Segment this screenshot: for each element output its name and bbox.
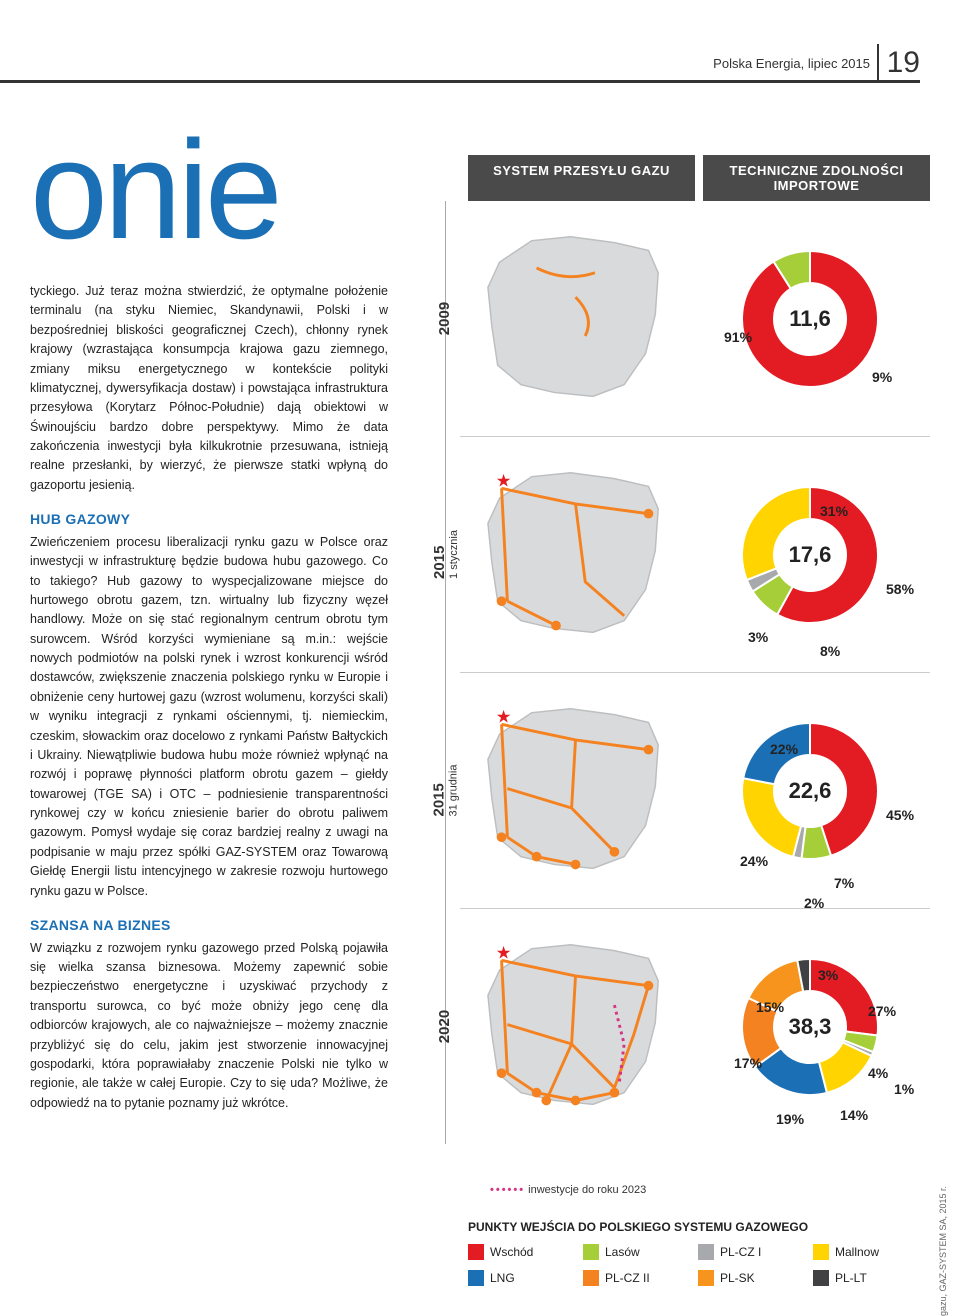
legend-label: PL-SK: [720, 1271, 755, 1285]
donut-center-value: 17,6: [789, 542, 832, 568]
donut-slice-label: 58%: [886, 581, 914, 597]
legend-swatch: [813, 1270, 829, 1286]
legend-label: PL-LT: [835, 1271, 867, 1285]
donut-slice-label: 3%: [818, 967, 838, 983]
legend-label: PL-CZ I: [720, 1245, 761, 1259]
legend-swatch: [468, 1244, 484, 1260]
donut-slice-label: 1%: [894, 1081, 914, 1097]
legend-swatch: [698, 1244, 714, 1260]
legend-item: PL-CZ I: [698, 1244, 805, 1260]
donut-slice-label: 22%: [770, 741, 798, 757]
intro-paragraph: tyckiego. Już teraz można stwierdzić, że…: [30, 282, 388, 495]
panel-row: 2009 11,6 91% 9%: [430, 201, 930, 436]
legend-swatch: [583, 1244, 599, 1260]
article-body: tyckiego. Już teraz można stwierdzić, że…: [30, 282, 388, 1113]
legend-swatch: [468, 1270, 484, 1286]
map: ★: [460, 701, 690, 881]
donut-slice-label: 4%: [868, 1065, 888, 1081]
panel-row: 20151 stycznia ★ 17,6 58% 8% 3% 31%: [430, 437, 930, 672]
legend-label: Wschód: [490, 1245, 533, 1259]
legend-item: PL-SK: [698, 1270, 805, 1286]
donut-chart: 17,658%8%3%31%: [690, 465, 930, 645]
legend-item: LNG: [468, 1270, 575, 1286]
donut-slice-label: 31%: [820, 503, 848, 519]
page-title: onie: [30, 120, 279, 260]
donut-slice-label: 9%: [872, 369, 892, 385]
donut-slice-label: 7%: [834, 875, 854, 891]
panel-row: 201531 grudnia ★ 22,645%7%2%24%22%: [430, 673, 930, 908]
donut-slice-label: 8%: [820, 643, 840, 659]
year-label: 201531 grudnia: [431, 765, 460, 817]
map: ★: [460, 937, 690, 1117]
header-rule: [0, 80, 920, 83]
section-heading-szansa: SZANSA NA BIZNES: [30, 915, 388, 937]
donut-center-value: 38,3: [789, 1014, 832, 1040]
donut-slice-label: 19%: [776, 1111, 804, 1127]
szansa-paragraph: W związku z rozwojem rynku gazowego prze…: [30, 939, 388, 1113]
panel-row: 2020 ★ 38,3 27% 4% 1% 14% 19% 17% 15% 3%: [430, 909, 930, 1144]
donut-slice-label: 17%: [734, 1055, 762, 1071]
tab-techniczne: TECHNICZNE ZDOLNOŚCI IMPORTOWE: [703, 155, 930, 201]
legend-item: Mallnow: [813, 1244, 920, 1260]
legend-item: PL-LT: [813, 1270, 920, 1286]
map: [460, 229, 690, 409]
legend-item: PL-CZ II: [583, 1270, 690, 1286]
section-heading-hub: HUB GAZOWY: [30, 509, 388, 531]
donut-slice-label: 3%: [748, 629, 768, 645]
donut-slice-label: 27%: [868, 1003, 896, 1019]
publication-label: Polska Energia, lipiec 2015: [713, 56, 870, 71]
legend: PUNKTY WEJŚCIA DO POLSKIEGO SYSTEMU GAZO…: [430, 1220, 920, 1286]
legend-label: PL-CZ II: [605, 1271, 650, 1285]
donut-center-value: 11,6: [789, 306, 831, 332]
tab-system: SYSTEM PRZESYŁU GAZU: [468, 155, 695, 201]
legend-swatch: [813, 1244, 829, 1260]
donut-slice-label: 91%: [724, 329, 752, 345]
map: ★: [460, 465, 690, 645]
hub-paragraph: Zwieńczeniem procesu liberalizacji rynku…: [30, 533, 388, 901]
legend-label: Lasów: [605, 1245, 640, 1259]
dotted-pink-icon: ••••••: [490, 1184, 525, 1196]
donut-slice-label: 24%: [740, 853, 768, 869]
donut-chart: 38,327%4%1%14%19%17%15%3%: [690, 937, 930, 1117]
footnote-text: inwestycje do roku 2023: [528, 1184, 646, 1196]
page-number: 19: [877, 44, 920, 82]
footnote: •••••• inwestycje do roku 2023: [490, 1184, 646, 1196]
legend-item: Lasów: [583, 1244, 690, 1260]
year-label: 20151 stycznia: [431, 530, 460, 579]
source-credit: źródło: Model rynku gazu, GAZ-SYSTEM SA,…: [938, 1186, 948, 1316]
donut-chart: 11,6 91% 9%: [690, 229, 930, 409]
donut-chart: 22,645%7%2%24%22%: [690, 701, 930, 881]
donut-slice-label: 14%: [840, 1107, 868, 1123]
legend-title: PUNKTY WEJŚCIA DO POLSKIEGO SYSTEMU GAZO…: [468, 1220, 920, 1234]
legend-label: Mallnow: [835, 1245, 879, 1259]
infographic-area: SYSTEM PRZESYŁU GAZU TECHNICZNE ZDOLNOŚC…: [430, 155, 930, 1144]
legend-label: LNG: [490, 1271, 515, 1285]
year-label: 2009: [437, 302, 454, 335]
legend-item: Wschód: [468, 1244, 575, 1260]
donut-slice-label: 15%: [756, 999, 784, 1015]
legend-swatch: [698, 1270, 714, 1286]
donut-slice-label: 45%: [886, 807, 914, 823]
legend-swatch: [583, 1270, 599, 1286]
year-label: 2020: [437, 1010, 454, 1043]
donut-center-value: 22,6: [789, 778, 832, 804]
